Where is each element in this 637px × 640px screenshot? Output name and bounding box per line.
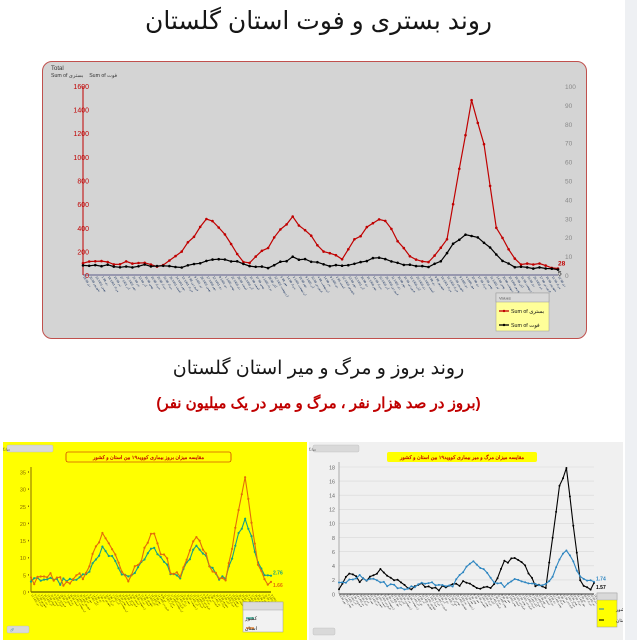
svg-text:20: 20	[565, 235, 573, 242]
svg-text:16: 16	[329, 479, 335, 485]
svg-text:0: 0	[565, 273, 569, 280]
svg-text:30: 30	[20, 488, 26, 494]
svg-text:Sum of بستری: Sum of بستری	[511, 309, 544, 315]
svg-text:5: 5	[558, 271, 562, 278]
svg-text:استان: استان	[616, 618, 623, 623]
svg-text:70: 70	[565, 141, 573, 148]
svg-text:20: 20	[20, 522, 26, 528]
svg-text:40: 40	[565, 197, 573, 204]
svg-text:Total: Total	[51, 66, 64, 72]
svg-text:600: 600	[77, 202, 89, 209]
svg-text:30: 30	[565, 216, 573, 223]
svg-text:Sum of فوت: Sum of فوت	[511, 323, 540, 329]
svg-text:میانگین متحرک ۷ روزه: میانگین متحرک ۷ روزه	[3, 446, 10, 451]
svg-text:استان: استان	[245, 626, 257, 632]
svg-text:مقایسه میزان مرگ و میر بیماری: مقایسه میزان مرگ و میر بیماری کووید۱۹ بی…	[399, 454, 524, 461]
svg-text:60: 60	[565, 160, 573, 167]
svg-text:0: 0	[332, 592, 335, 598]
svg-text:8: 8	[332, 536, 335, 542]
svg-text:Values: Values	[499, 296, 511, 301]
svg-text:10: 10	[329, 522, 335, 528]
svg-text:80: 80	[565, 122, 573, 129]
svg-text:1200: 1200	[73, 131, 89, 138]
svg-text:1.57: 1.57	[596, 585, 606, 591]
svg-text:50: 50	[565, 179, 573, 186]
svg-text:5: 5	[23, 573, 26, 579]
svg-text:1600: 1600	[73, 84, 89, 91]
svg-text:100: 100	[565, 84, 576, 91]
svg-text:0: 0	[23, 591, 26, 597]
svg-text:4: 4	[332, 564, 335, 570]
svg-text:35: 35	[20, 471, 26, 477]
svg-text:2.76: 2.76	[273, 571, 283, 577]
svg-text:25: 25	[20, 505, 26, 511]
svg-text:10: 10	[565, 254, 573, 261]
svg-text:10: 10	[20, 556, 26, 562]
svg-text:مقایسه میزان بروز بیماری کووید: مقایسه میزان بروز بیماری کووید۱۹ بین است…	[92, 455, 204, 461]
svg-text:1000: 1000	[73, 155, 89, 162]
svg-text:1400: 1400	[73, 108, 89, 115]
svg-text:15: 15	[20, 539, 26, 545]
svg-text:12: 12	[329, 508, 335, 514]
svg-text:میانگین متحرک ۷ روزه: میانگین متحرک ۷ روزه	[309, 446, 316, 451]
svg-text:1.74: 1.74	[596, 577, 606, 583]
svg-text:200: 200	[77, 249, 89, 256]
svg-text:18: 18	[329, 465, 335, 471]
svg-text:90: 90	[565, 103, 573, 110]
svg-text:کشور: کشور	[244, 616, 257, 622]
svg-text:14: 14	[329, 494, 335, 500]
svg-text:400: 400	[77, 226, 89, 233]
svg-text:28: 28	[558, 261, 566, 268]
svg-text:800: 800	[77, 179, 89, 186]
svg-text:6: 6	[332, 550, 335, 556]
svg-text:2: 2	[332, 578, 335, 584]
svg-text:1.66: 1.66	[273, 583, 283, 589]
svg-text:Sum of بستری Sum of فوت: Sum of بستری Sum of فوت	[51, 73, 118, 79]
